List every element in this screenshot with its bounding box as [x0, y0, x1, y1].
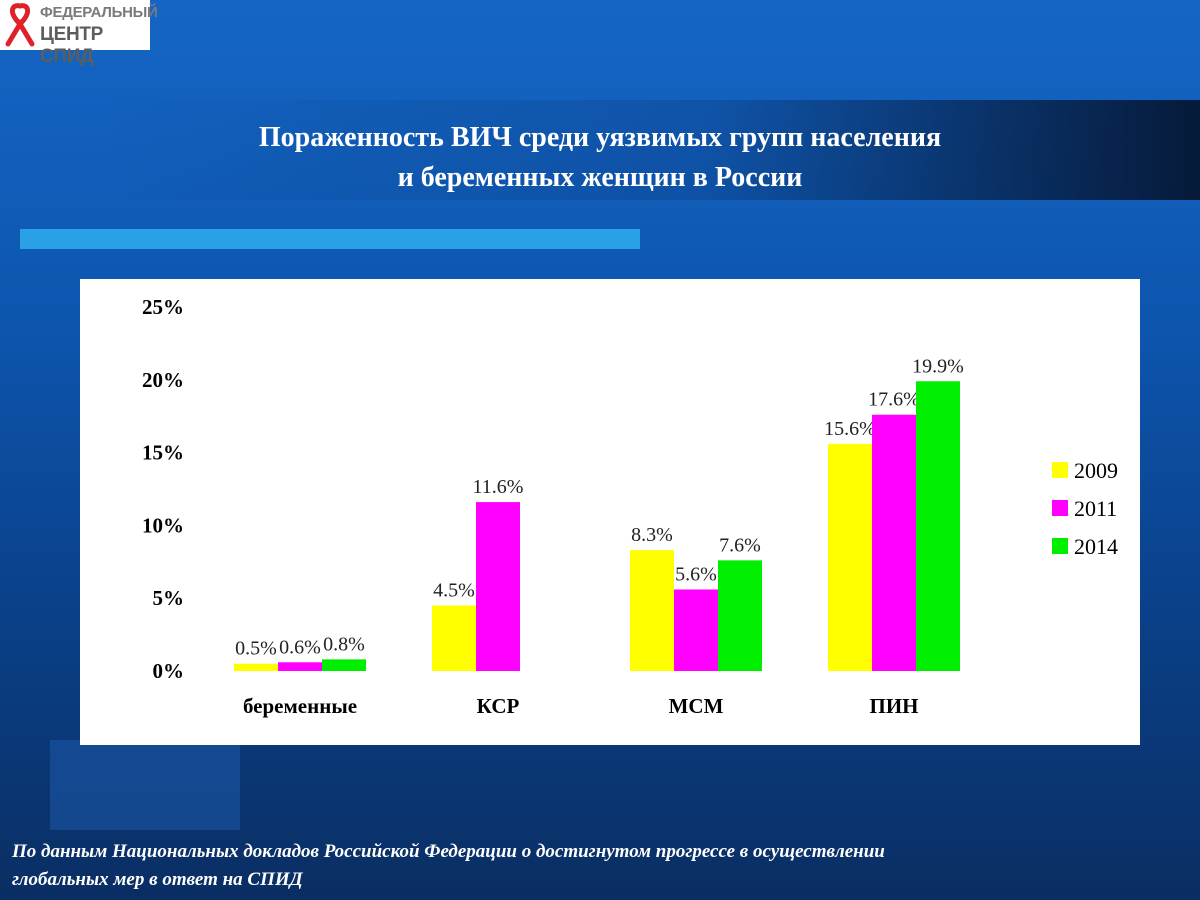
x-category-label: МСМ: [669, 694, 724, 718]
page-title: Пораженность ВИЧ среди уязвимых групп на…: [100, 118, 1100, 198]
data-label: 15.6%: [824, 418, 876, 440]
y-tick-label: 5%: [153, 586, 185, 610]
title-line2: и беременных женщин в России: [397, 162, 803, 193]
x-category-label: ПИН: [869, 694, 918, 718]
bar: [916, 381, 960, 671]
title-band: [100, 100, 1200, 200]
y-tick-label: 25%: [142, 295, 184, 319]
source-note: По данным Национальных докладов Российск…: [12, 838, 1192, 894]
title-line1: Пораженность ВИЧ среди уязвимых групп на…: [258, 122, 942, 153]
data-label: 4.5%: [433, 579, 475, 601]
data-label: 19.9%: [912, 355, 964, 377]
x-category-label: КСР: [477, 694, 520, 718]
bar: [278, 662, 322, 671]
logo-text: ФЕДЕРАЛЬНЫЙ ЦЕНТР СПИД: [40, 2, 158, 68]
bar: [872, 414, 916, 671]
decorative-block: [50, 740, 240, 830]
legend-swatch: [1052, 462, 1068, 478]
data-label: 0.6%: [279, 636, 321, 658]
bar: [828, 443, 872, 671]
y-tick-label: 20%: [142, 368, 184, 392]
logo-line1: ФЕДЕРАЛЬНЫЙ: [40, 4, 158, 21]
source-line1: По данным Национальных докладов Российск…: [12, 841, 885, 862]
bar-chart: 0% 5% 10% 15% 20% 25% 0.5% 4.5% 8.3% 15.6% 0.6% 11.…: [142, 295, 1118, 718]
accent-bar: [20, 229, 640, 249]
data-label: 17.6%: [868, 389, 920, 411]
bar: [432, 605, 476, 671]
chart-panel: 0% 5% 10% 15% 20% 25% 0.5% 4.5% 8.3% 15.6% 0.6% 11.…: [80, 279, 1140, 745]
data-label: 5.6%: [675, 563, 717, 585]
data-label: 8.3%: [631, 524, 673, 546]
y-tick-label: 15%: [142, 441, 184, 465]
bar: [718, 560, 762, 671]
x-category-label: беременные: [243, 694, 357, 718]
data-label: 0.8%: [323, 633, 365, 655]
bar: [234, 663, 278, 671]
data-label: 0.5%: [235, 638, 277, 660]
legend-label: 2014: [1074, 534, 1118, 559]
bar: [476, 502, 520, 671]
y-tick-label: 10%: [142, 513, 184, 537]
red-ribbon-icon: [5, 3, 35, 47]
source-line2: глобальных мер в ответ на СПИД: [12, 869, 303, 890]
y-tick-label: 0%: [153, 659, 185, 683]
logo: ФЕДЕРАЛЬНЫЙ ЦЕНТР СПИД: [0, 0, 158, 67]
legend-swatch: [1052, 538, 1068, 554]
legend-swatch: [1052, 500, 1068, 516]
data-label: 11.6%: [473, 476, 524, 498]
data-label: 7.6%: [719, 534, 761, 556]
legend-label: 2011: [1074, 496, 1117, 521]
bar: [322, 659, 366, 671]
logo-line2: ЦЕНТР СПИД: [40, 24, 104, 67]
bar: [630, 550, 674, 671]
bar: [674, 589, 718, 671]
legend-label: 2009: [1074, 458, 1118, 483]
